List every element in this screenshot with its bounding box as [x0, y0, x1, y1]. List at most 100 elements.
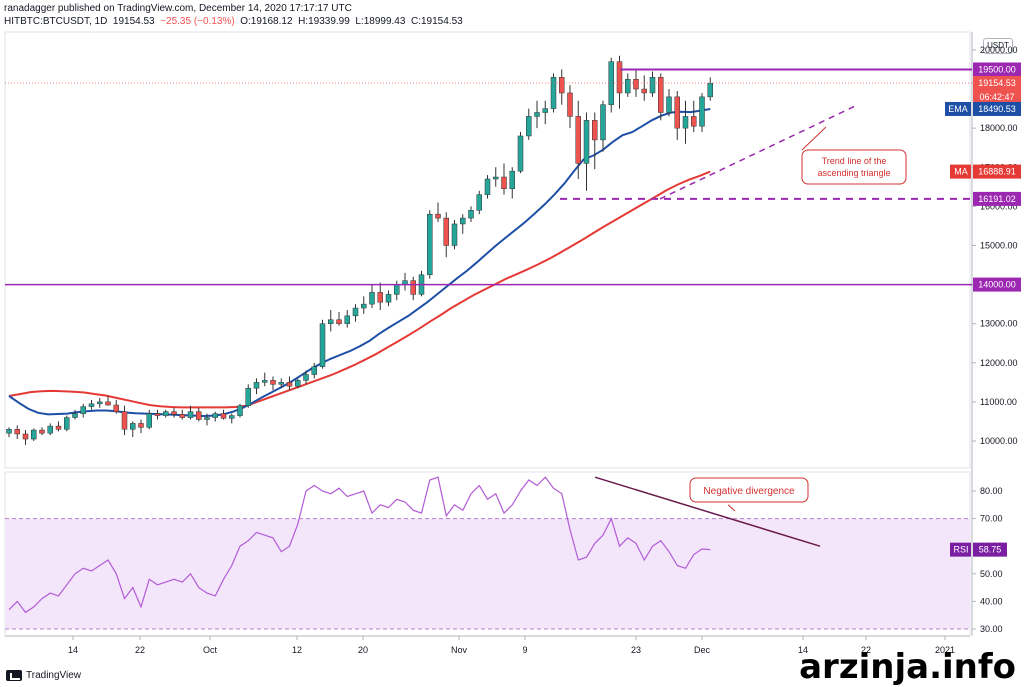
price-change: −25.35 (−0.13%): [160, 16, 235, 27]
level-19500-tag: 19500.00: [978, 64, 1016, 74]
symbol-ohlc-line: HITBTC:BTCUSDT, 1D 19154.53 −25.35 (−0.1…: [4, 16, 463, 27]
candle-body: [262, 380, 268, 383]
ema-20-line: [8, 108, 711, 418]
candle-body: [88, 403, 95, 407]
rsi-value-tag-bg: [973, 542, 1007, 557]
publish-info: ranadagger published on TradingView.com,…: [4, 3, 352, 14]
candle-body: [542, 108, 548, 113]
time-tick-label: Nov: [451, 645, 468, 655]
time-tick-label: 9: [522, 645, 527, 655]
rsi-tick-label: 50.00: [980, 569, 1003, 579]
candle-body: [6, 429, 12, 434]
candle-body: [163, 411, 169, 416]
tradingview-logo-icon: [6, 670, 22, 681]
price-tick-label: 11000.00: [980, 397, 1017, 407]
ema-name-tag: EMA: [948, 104, 968, 114]
candle-body: [311, 366, 317, 375]
ascending-trend-line: [659, 104, 859, 200]
time-tick-label: 20: [358, 645, 368, 655]
candle-body: [567, 92, 573, 117]
level-16191-tag: 16191.02: [978, 194, 1016, 204]
candle-body: [526, 116, 532, 137]
candle-body: [468, 210, 474, 219]
candle-body: [451, 223, 458, 246]
rsi-tick-label: 70.00: [980, 514, 1003, 524]
candle-body: [64, 417, 70, 430]
candle-body: [295, 380, 301, 387]
ema-legend[interactable]: EMA (20, close, 0): [10, 53, 92, 64]
candle-body: [286, 382, 293, 387]
triangle-callout-line1: Trend line of the: [822, 156, 887, 166]
chart-title[interactable]: Bitcoin / Tether, 1D, HITBTC: [10, 39, 136, 50]
ma-value-tag: 16888.91: [978, 167, 1016, 177]
candle-body: [47, 425, 53, 434]
candle-body: [55, 425, 62, 430]
ema-value-tag-bg: [973, 101, 1021, 116]
candle-body: [443, 217, 449, 246]
level-19500-tag-bg: [973, 62, 1021, 77]
rsi-band: [6, 518, 970, 629]
ema-value-tag: 18490.53: [978, 104, 1016, 114]
time-tick-label: 23: [631, 645, 641, 655]
ema-name-tag-bg: [945, 101, 971, 116]
countdown-tag: 06:42:47: [979, 92, 1014, 102]
candle-body: [303, 374, 309, 381]
candle-body: [14, 429, 20, 435]
tradingview-label: TradingView: [26, 670, 82, 681]
candle-body: [699, 96, 705, 127]
candle-body: [435, 213, 441, 219]
candle-body: [484, 178, 491, 195]
candle-body: [39, 429, 45, 434]
candle-body: [196, 411, 202, 420]
price-legend: Bitcoin / Tether, 1D, HITBTC EMA (20, cl…: [10, 38, 135, 80]
candle-body: [674, 96, 680, 129]
candle-body: [592, 120, 598, 141]
rsi-tick-label: 30.00: [980, 624, 1003, 634]
price-tick-label: 15000.00: [980, 240, 1018, 250]
candle-body: [220, 413, 227, 419]
triangle-callout-box: [801, 149, 907, 185]
candle-body: [336, 319, 342, 324]
symbol-label: HITBTC:BTCUSDT, 1D: [4, 16, 108, 27]
time-tick-label: Oct: [203, 645, 218, 655]
candle-body: [476, 194, 482, 211]
candle-body: [278, 382, 284, 385]
high-value: H:19339.99: [298, 16, 350, 27]
candle-body: [691, 116, 697, 127]
candle-body: [121, 411, 128, 430]
candle-body: [377, 292, 383, 303]
candle-body: [501, 176, 507, 190]
candle-body: [270, 380, 276, 385]
candle-body: [146, 413, 152, 428]
candle-body: [509, 170, 515, 190]
price-tick-label: 12000.00: [980, 358, 1018, 368]
candle-body: [187, 411, 194, 418]
divergence-callout-text: Negative divergence: [703, 486, 795, 497]
candle-body: [600, 104, 606, 141]
candle-body: [385, 294, 392, 303]
candle-body: [113, 404, 119, 412]
candle-body: [130, 423, 136, 430]
ma-legend[interactable]: MA (50, close, 0): [10, 67, 86, 78]
candle-body: [369, 292, 375, 305]
candle-body: [550, 77, 557, 109]
ma-50-line: [8, 170, 711, 409]
candle-body: [97, 401, 103, 405]
ma-name-tag: MA: [954, 167, 968, 177]
divergence-callout-pointer: [727, 504, 736, 512]
triangle-callout-pointer: [801, 126, 827, 151]
candle-body: [583, 120, 590, 164]
time-tick-label: Dec: [694, 645, 711, 655]
candle-body: [138, 423, 144, 428]
rsi-line: [8, 476, 711, 614]
candle-body: [80, 406, 86, 414]
rsi-legend[interactable]: RSI (14, close): [10, 479, 77, 490]
candle-body: [229, 415, 235, 419]
candle-body: [154, 413, 161, 416]
level-16191-tag-bg: [973, 191, 1021, 206]
currency-button[interactable]: USDT: [983, 38, 1013, 54]
candle-body: [641, 88, 647, 94]
divergence-callout-box: [689, 477, 809, 503]
tradingview-brand[interactable]: TradingView: [6, 670, 81, 681]
